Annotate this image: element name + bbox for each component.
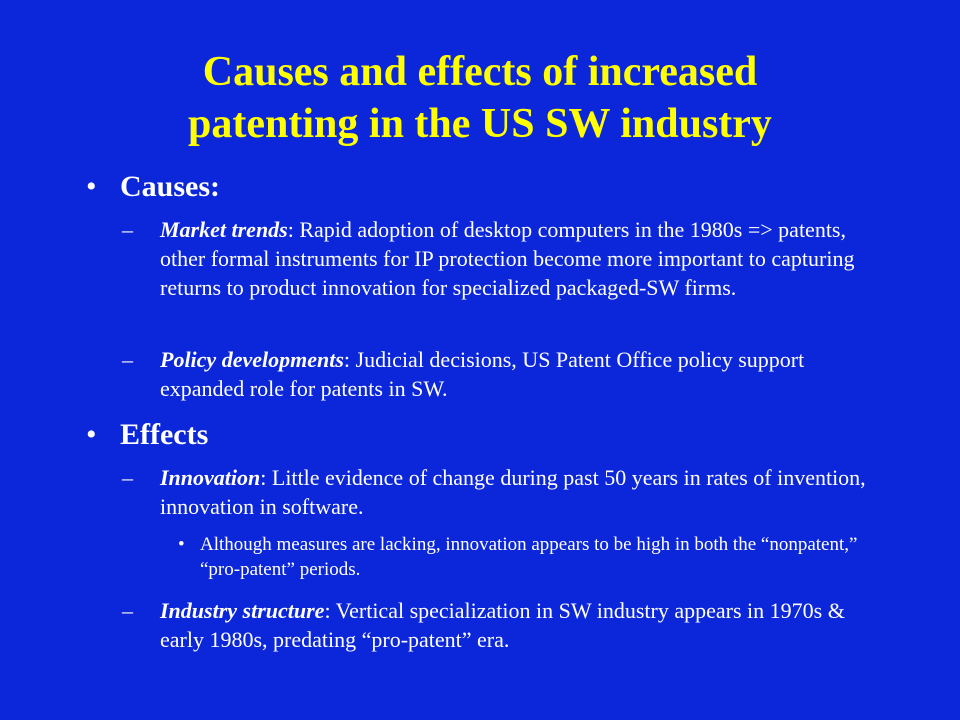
sub-bullet-icon: •	[178, 534, 185, 555]
dash-icon: –	[122, 347, 133, 372]
causes-heading: Causes:	[120, 170, 221, 203]
dash-icon: –	[122, 598, 133, 623]
effect-label: Industry structure	[160, 598, 325, 623]
slide-title-line-2: patenting in the US SW industry	[188, 101, 772, 147]
effect-innovation-subitem: Although measures are lacking, innovatio…	[200, 534, 858, 580]
cause-policy-developments: Policy developments: Judicial decisions,…	[160, 345, 880, 403]
effect-innovation: Innovation: Little evidence of change du…	[160, 463, 880, 521]
cause-text: : Rapid adoption of desktop computers in…	[160, 217, 855, 300]
effects-heading: Effects	[120, 418, 209, 451]
dash-icon: –	[122, 465, 133, 490]
effect-text: : Vertical specialization in SW industry…	[160, 598, 845, 652]
cause-text: : Judicial decisions, US Patent Office p…	[160, 347, 805, 401]
dash-icon: –	[122, 217, 133, 242]
slide-title-line-1: Causes and effects of increased	[202, 49, 758, 95]
effect-industry-structure: Industry structure: Vertical specializat…	[160, 596, 880, 654]
bullet-icon: •	[86, 170, 97, 203]
cause-market-trends: Market trends: Rapid adoption of desktop…	[160, 215, 880, 302]
effect-text: : Little evidence of change during past …	[160, 465, 866, 519]
effect-label: Innovation	[160, 465, 261, 490]
slide-title: Causes and effects of increased patentin…	[60, 46, 900, 150]
cause-label: Policy developments	[160, 347, 344, 372]
cause-label: Market trends	[160, 217, 288, 242]
bullet-icon: •	[86, 418, 97, 451]
